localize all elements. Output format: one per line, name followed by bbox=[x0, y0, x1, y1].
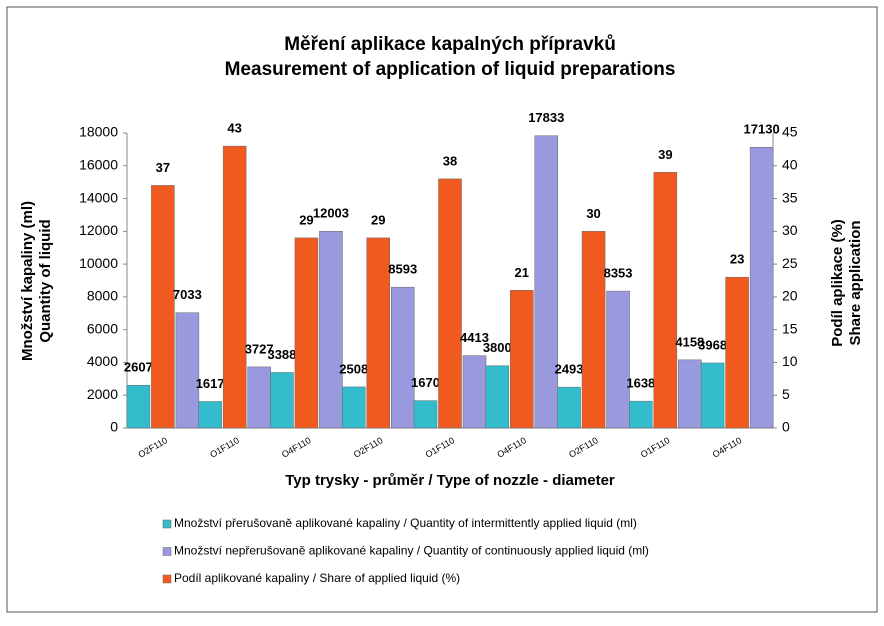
y-tick-label: 4000 bbox=[87, 353, 118, 369]
y-tick-label: 8000 bbox=[87, 288, 118, 304]
y-tick-label: 10000 bbox=[79, 255, 118, 271]
data-label: 37 bbox=[156, 160, 170, 175]
y-axis-title: Quantity of liquid bbox=[37, 219, 54, 342]
data-label: 38 bbox=[443, 153, 457, 168]
bar bbox=[222, 145, 247, 429]
y-tick-label: 16000 bbox=[79, 156, 118, 172]
data-label: 2508 bbox=[339, 361, 368, 376]
legend-marker bbox=[162, 547, 172, 556]
bar bbox=[341, 386, 366, 429]
data-label: 43 bbox=[227, 121, 241, 136]
data-label: 3388 bbox=[267, 347, 296, 362]
bar bbox=[462, 355, 487, 429]
y2-axis-title: Podíl aplikace (%) bbox=[829, 219, 846, 347]
bar bbox=[534, 135, 559, 429]
y-tick-label: 12000 bbox=[79, 222, 118, 238]
bar bbox=[557, 386, 581, 429]
data-label: 3727 bbox=[245, 341, 274, 356]
data-label: 3968 bbox=[698, 337, 727, 352]
bar bbox=[700, 362, 725, 429]
bar bbox=[510, 290, 534, 429]
bar bbox=[270, 372, 294, 429]
bar bbox=[749, 147, 774, 429]
y2-tick-label: 5 bbox=[782, 386, 790, 402]
chart-title: Měření aplikace kapalných přípravků bbox=[284, 34, 616, 55]
data-label: 2607 bbox=[124, 360, 153, 375]
bar bbox=[581, 231, 606, 429]
data-label: 3800 bbox=[483, 340, 512, 355]
legend-marker bbox=[162, 519, 172, 529]
bar bbox=[390, 286, 415, 429]
data-label: 29 bbox=[299, 212, 313, 227]
legend-marker bbox=[162, 574, 172, 584]
bar bbox=[126, 385, 151, 429]
y2-tick-label: 15 bbox=[782, 320, 798, 336]
data-label: 2493 bbox=[555, 362, 584, 377]
legend-label: Podíl aplikované kapaliny / Share of app… bbox=[174, 571, 460, 585]
bar bbox=[678, 359, 702, 429]
data-label: 39 bbox=[658, 147, 672, 162]
y-axis-title: Množství kapaliny (ml) bbox=[19, 201, 36, 361]
data-label: 17130 bbox=[744, 122, 780, 137]
data-label: 29 bbox=[371, 212, 385, 227]
bar bbox=[319, 231, 343, 429]
data-label: 8353 bbox=[604, 266, 633, 281]
data-label: 1638 bbox=[626, 376, 655, 391]
data-label: 21 bbox=[515, 265, 529, 280]
bar bbox=[413, 400, 438, 429]
bar bbox=[438, 178, 462, 429]
y-tick-label: 0 bbox=[110, 419, 118, 435]
y2-tick-label: 45 bbox=[782, 124, 798, 140]
legend-label: Množství přerušovaně aplikované kapaliny… bbox=[174, 516, 637, 530]
y-tick-label: 14000 bbox=[79, 189, 118, 205]
data-label: 4158 bbox=[675, 334, 704, 349]
bar bbox=[606, 290, 630, 429]
y2-axis-title: Share application bbox=[847, 220, 864, 345]
data-label: 4413 bbox=[460, 330, 489, 345]
bar bbox=[366, 237, 390, 429]
data-label: 30 bbox=[586, 206, 600, 221]
bar bbox=[629, 400, 653, 429]
bar bbox=[175, 312, 200, 429]
y2-tick-label: 0 bbox=[782, 419, 790, 435]
y-tick-label: 18000 bbox=[79, 124, 118, 140]
y2-tick-label: 25 bbox=[782, 255, 798, 271]
y2-tick-label: 40 bbox=[782, 156, 798, 172]
y2-tick-label: 35 bbox=[782, 189, 798, 205]
y-tick-label: 6000 bbox=[87, 320, 118, 336]
y-tick-label: 2000 bbox=[87, 386, 118, 402]
bar bbox=[151, 185, 175, 429]
chart-title: Measurement of application of liquid pre… bbox=[225, 59, 676, 80]
y2-tick-label: 10 bbox=[782, 353, 798, 369]
bar bbox=[247, 366, 271, 429]
x-axis-title: Typ trysky - průměr / Type of nozzle - d… bbox=[285, 472, 615, 489]
bar bbox=[198, 401, 222, 429]
data-label: 23 bbox=[730, 252, 744, 267]
data-label: 8593 bbox=[388, 262, 417, 277]
data-label: 7033 bbox=[173, 287, 202, 302]
legend-label: Množství nepřerušovaně aplikované kapali… bbox=[174, 544, 649, 558]
bar bbox=[294, 237, 319, 429]
bar bbox=[653, 172, 678, 429]
data-label: 17833 bbox=[528, 110, 564, 125]
data-label: 1617 bbox=[196, 376, 225, 391]
y2-tick-label: 30 bbox=[782, 222, 798, 238]
data-label: 1670 bbox=[411, 375, 440, 390]
y2-tick-label: 20 bbox=[782, 288, 798, 304]
bar bbox=[485, 365, 510, 429]
data-label: 12003 bbox=[313, 206, 349, 221]
bar bbox=[725, 276, 749, 429]
